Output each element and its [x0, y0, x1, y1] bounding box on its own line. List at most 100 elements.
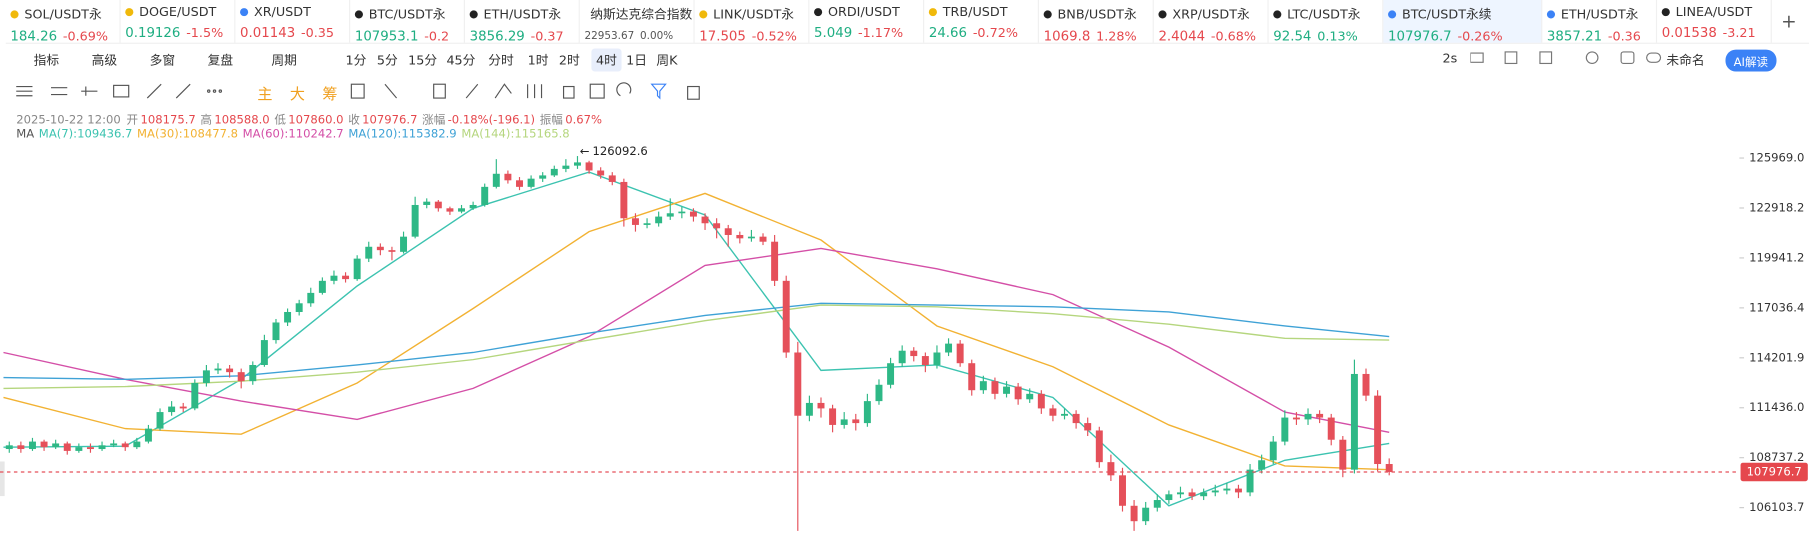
ticker[interactable]: XRP/USDT永 2.4044 -0.68% — [1154, 0, 1269, 43]
info-value: 108588.0 — [214, 114, 270, 127]
ticker-change: -1.5% — [186, 25, 224, 41]
ticker-change: -3.21 — [1722, 25, 1756, 41]
candle-body — [1362, 373, 1370, 396]
add-tab[interactable]: + — [1781, 10, 1797, 33]
candle-body — [318, 280, 326, 293]
toolbar-button[interactable]: 指标 — [33, 53, 60, 69]
ticker-icon — [1388, 10, 1397, 19]
ma-line — [3, 302, 1390, 381]
ticker-name: LINK/USDT永 — [713, 6, 795, 22]
ai-button[interactable]: AI解读 — [1725, 49, 1777, 72]
ticker-change: -0.68% — [1210, 28, 1257, 43]
candle-body — [574, 162, 581, 166]
period-button[interactable]: 1时 — [527, 53, 549, 69]
ticker-quote: 22953.67 0.00% — [580, 28, 694, 43]
peak-label: 126092.6 — [593, 144, 648, 158]
ticker-name: BNB/USDT永 — [1057, 6, 1137, 22]
ticker[interactable]: DOGE/USDT 0.19126 -1.5% — [121, 0, 236, 43]
candle-body — [121, 443, 129, 448]
ticker-name: LTC/USDT永 — [1287, 6, 1361, 22]
tool-label[interactable]: 大 — [289, 86, 305, 104]
ticker-price: 1069.8 — [1043, 27, 1091, 43]
candle-body — [5, 445, 13, 450]
ticker[interactable]: ORDI/USDT 5.049 -1.17% — [809, 0, 925, 43]
ma-line — [3, 171, 1390, 507]
candle-body — [1014, 386, 1022, 400]
ticker-title: DOGE/USDT — [121, 5, 235, 20]
candle-body — [794, 352, 802, 416]
toolbar-button[interactable]: 多窗 — [149, 53, 176, 69]
period-button[interactable]: 45分 — [446, 53, 476, 69]
candle-body — [28, 441, 36, 450]
ticker-change: 0.00% — [640, 31, 674, 43]
candle-body — [63, 443, 71, 451]
ticker[interactable]: LTC/USDT永 92.54 0.13% — [1269, 0, 1384, 43]
ticker-name: ETH/USDT永 — [483, 6, 562, 22]
candle-body — [1061, 413, 1068, 416]
period-button[interactable]: 1分 — [345, 53, 367, 69]
period-button[interactable]: 分时 — [488, 53, 514, 69]
ticker[interactable]: XR/USDT 0.01143 -0.35 — [235, 0, 351, 43]
refresh-rate[interactable]: 2s — [1442, 50, 1458, 66]
ticker-change: -0.35 — [300, 25, 335, 41]
ticker-change: -0.69% — [62, 28, 109, 43]
layout-name[interactable]: 未命名 — [1666, 53, 1705, 69]
ticker-icon — [1546, 10, 1556, 19]
info-value: 0.67% — [565, 114, 603, 127]
period-button[interactable]: 5分 — [376, 53, 398, 69]
ticker[interactable]: SOL/USDT永 184.26 -0.69% — [6, 0, 121, 43]
ticker[interactable]: 纳斯达克综合指数 22953.67 0.00% — [580, 0, 695, 43]
ticker[interactable]: BNB/USDT永 1069.8 1.28% — [1039, 0, 1154, 43]
period-button[interactable]: 2时 — [558, 53, 580, 69]
candle-body — [724, 228, 732, 235]
period-button[interactable]: 15分 — [408, 53, 438, 69]
candle-body — [817, 402, 825, 409]
candle-body — [643, 223, 651, 225]
ticker-title: XR/USDT — [235, 5, 349, 20]
tool-label[interactable]: 主 — [257, 86, 273, 104]
ticker-price: 0.01538 — [1661, 24, 1717, 41]
ticker[interactable]: BTC/USDT永 107953.1 -0.2 — [350, 0, 465, 43]
candle-body — [1258, 460, 1266, 470]
ticker-price: 22953.67 — [584, 31, 635, 43]
candle-body — [179, 406, 187, 409]
ticker[interactable]: BTC/USDT永续 107976.7 -0.26% — [1383, 0, 1543, 43]
toolbar-button[interactable]: 高级 — [91, 53, 118, 69]
candle-body — [979, 381, 987, 391]
ticker[interactable]: ETH/USDT永 3856.29 -0.37 — [465, 0, 580, 43]
ticker[interactable]: ETH/USDT永 3857.21 -0.36 — [1542, 0, 1658, 43]
y-tick-label: 119941.2 — [1749, 250, 1804, 264]
period-button[interactable]: 周K — [656, 53, 678, 69]
ticker[interactable]: TRB/USDT 24.66 -0.72% — [924, 0, 1040, 43]
ticker-price: 107976.7 — [1388, 27, 1452, 43]
candle-body — [191, 382, 199, 409]
candle-body — [759, 236, 767, 242]
candle-body — [376, 246, 384, 251]
ticker[interactable]: LINEA/USDT 0.01538 -3.21 — [1657, 0, 1772, 43]
candle-body — [1385, 464, 1393, 472]
ticker-icon — [469, 10, 478, 19]
ticker-name: XR/USDT — [253, 4, 311, 20]
ticker-price: 107953.1 — [354, 27, 419, 43]
toolbar-button[interactable]: 周期 — [271, 53, 297, 69]
ticker-icon — [10, 10, 19, 19]
candle-body — [40, 441, 48, 448]
ticker-name: XRP/USDT永 — [1172, 6, 1250, 22]
y-tick-label: 125969.0 — [1749, 151, 1804, 165]
period-button[interactable]: 1日 — [626, 53, 648, 69]
ticker[interactable]: LINK/USDT永 17.505 -0.52% — [695, 0, 810, 43]
candle-body — [1374, 395, 1382, 465]
ticker-quote: 0.01143 -0.35 — [235, 24, 349, 40]
tool-label[interactable]: 筹 — [322, 86, 338, 104]
ticker-title: ETH/USDT永 — [465, 5, 579, 23]
candle-body — [1188, 492, 1196, 497]
toolbar-button[interactable]: 复盘 — [207, 53, 234, 69]
candle-body — [226, 368, 234, 373]
ticker-price: 0.01143 — [240, 24, 296, 41]
candle-body — [388, 250, 396, 252]
period-button[interactable]: 4时 — [591, 48, 622, 72]
candle-body — [214, 368, 222, 371]
info-value: 108175.7 — [140, 114, 196, 127]
ticker-title: 纳斯达克综合指数 — [580, 5, 694, 23]
